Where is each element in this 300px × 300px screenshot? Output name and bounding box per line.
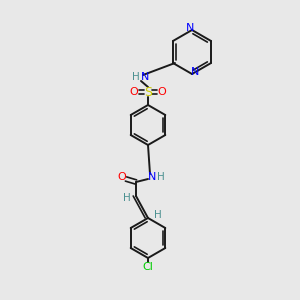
Text: Cl: Cl	[142, 262, 153, 272]
Text: H: H	[123, 193, 131, 203]
Text: N: N	[141, 72, 149, 82]
Text: O: O	[118, 172, 126, 182]
Text: O: O	[130, 87, 138, 97]
Text: N: N	[191, 67, 199, 77]
Text: N: N	[186, 23, 194, 33]
Text: H: H	[157, 172, 165, 182]
Text: H: H	[132, 72, 140, 82]
Text: O: O	[158, 87, 166, 97]
Text: S: S	[144, 85, 152, 98]
Text: H: H	[154, 210, 162, 220]
Text: N: N	[148, 172, 156, 182]
